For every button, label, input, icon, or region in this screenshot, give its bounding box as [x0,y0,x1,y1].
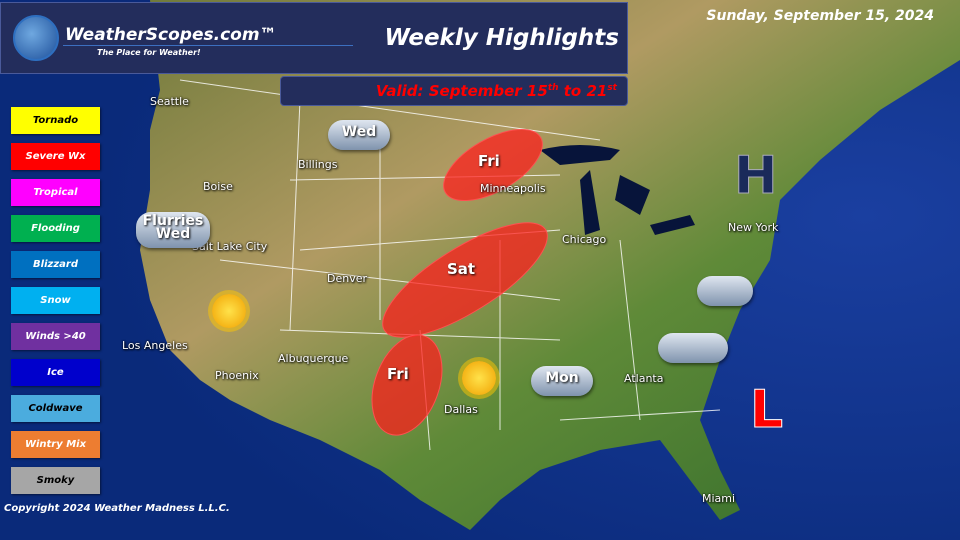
page-title: Weekly Highlights [384,25,619,51]
severe-area-fri-north [443,128,543,202]
city-label: Salt Lake City [192,240,268,253]
city-label: Los Angeles [122,339,188,352]
brand-name: WeatherScopes.com™ [65,25,277,45]
city-label: Miami [702,492,736,505]
rain-cloud-icon [697,276,753,306]
severe-areas [371,128,548,436]
storm-cloud-icon: Mon [531,366,593,396]
city-label: Billings [298,158,338,171]
storm-cloud-icon: Wed [328,120,390,150]
severe-area-sat [382,222,548,338]
legend-item: Smoky [11,467,100,494]
severe-day-label: Sat [447,260,476,278]
legend-item: Ice [11,359,100,386]
rain-cloud-icon [658,333,728,363]
legend-item: Wintry Mix [11,431,100,458]
legend-item: Coldwave [11,395,100,422]
city-label: Denver [327,272,368,285]
city-label: New York [728,221,779,234]
city-label: Atlanta [624,372,664,385]
sun-hot-icon [462,361,496,395]
divider [63,45,353,46]
header-panel: WeatherScopes.com™ The Place for Weather… [0,2,628,74]
low-pressure-marker: L [749,380,784,441]
city-label: Albuquerque [278,352,349,365]
legend-item: Blizzard [11,251,100,278]
logo-globe-icon [13,15,59,61]
city-label: Dallas [444,403,478,416]
legend-item: Flooding [11,215,100,242]
copyright: Copyright 2024 Weather Madness L.L.C. [4,503,230,514]
legend-item: Severe Wx [11,143,100,170]
snow-cloud-icon: Flurries Wed [136,212,210,248]
great-lakes [540,145,695,235]
sun-hot-icon [212,294,246,328]
city-label: Seattle [150,95,189,108]
severe-day-label: Fri [478,152,500,170]
legend-item: Snow [11,287,100,314]
tagline: The Place for Weather! [97,48,201,57]
city-label: Boise [203,180,233,193]
severe-day-label: Fri [387,365,409,383]
city-label: Minneapolis [480,182,546,195]
severe-area-fri-south [371,334,443,436]
city-label: Phoenix [215,369,259,382]
legend-item: Tornado [11,107,100,134]
legend: Tornado Severe Wx Tropical Flooding Blizzard… [11,107,100,503]
date-label: Sunday, September 15, 2024 [706,8,934,24]
legend-item: Tropical [11,179,100,206]
high-pressure-marker: H [734,146,779,207]
legend-item: Winds >40 [11,323,100,350]
city-label: Chicago [562,233,607,246]
valid-range: Valid: September 15th to 21st [280,76,628,106]
